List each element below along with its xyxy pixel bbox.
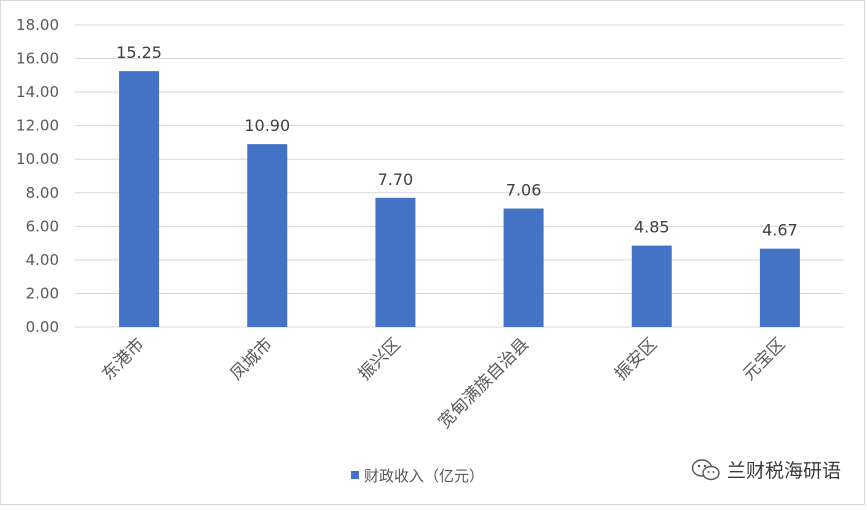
y-tick-label: 8.00 (26, 184, 59, 202)
legend-swatch (351, 471, 359, 479)
y-tick-label: 10.00 (16, 150, 59, 168)
y-tick-label: 16.00 (16, 50, 59, 68)
legend-label: 财政收入（亿元） (364, 467, 484, 485)
bars (119, 71, 800, 327)
bar (375, 197, 416, 327)
bar (503, 208, 544, 327)
y-tick-label: 4.00 (26, 251, 59, 269)
y-tick-label: 6.00 (26, 217, 59, 235)
x-tick-label: 振安区 (611, 334, 661, 384)
bar (631, 245, 672, 327)
y-tick-label: 14.00 (16, 83, 59, 101)
x-tick-label: 元宝区 (739, 334, 789, 384)
y-axis-ticks: 0.00 2.00 4.00 6.00 8.00 10.00 12.00 14.00 16.00… (16, 16, 59, 336)
wechat-icon (691, 458, 720, 480)
x-tick-label: 凤城市 (227, 334, 277, 384)
y-tick-label: 0.00 (26, 318, 59, 336)
x-tick-label: 东港市 (98, 334, 148, 384)
x-axis-ticks: 东港市 凤城市 振兴区 宽甸满族自治县 振安区 元宝区 (98, 334, 789, 432)
bar (759, 248, 800, 327)
watermark-text: 兰财税海研语 (726, 460, 841, 482)
data-label: 7.70 (378, 170, 414, 189)
data-label: 4.67 (762, 221, 798, 240)
y-tick-label: 18.00 (16, 16, 59, 34)
data-label: 15.25 (116, 43, 162, 62)
bar (119, 71, 160, 327)
data-label: 10.90 (244, 116, 290, 135)
data-label: 4.85 (634, 218, 670, 237)
y-tick-label: 2.00 (26, 284, 59, 302)
y-tick-label: 12.00 (16, 117, 59, 135)
x-tick-label: 宽甸满族自治县 (435, 334, 533, 432)
gridlines (75, 24, 844, 328)
legend: 财政收入（亿元） (351, 467, 484, 485)
watermark: 兰财税海研语 (691, 456, 841, 483)
data-label: 7.06 (506, 181, 542, 200)
data-labels: 15.25 10.90 7.70 7.06 4.85 4.67 (116, 43, 798, 240)
x-tick-label: 振兴区 (355, 334, 405, 384)
bar (247, 144, 288, 327)
